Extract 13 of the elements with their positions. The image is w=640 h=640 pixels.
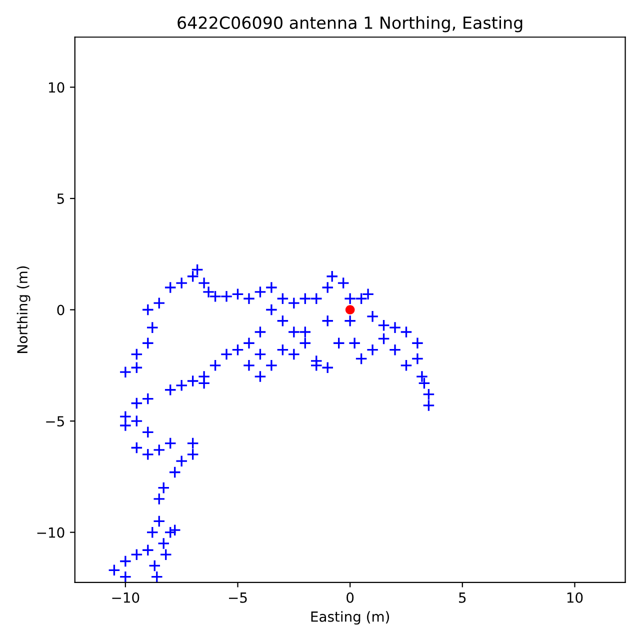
chart-title: 6422C06090 antenna 1 Northing, Easting (178, 16, 522, 32)
x-tick-label: 0 (346, 592, 354, 603)
y-tick-label: −5 (46, 416, 64, 427)
y-axis-title: Northing (m) (16, 266, 30, 353)
y-tick-label: 5 (57, 194, 64, 204)
x-tick-label: −5 (228, 592, 247, 603)
y-tick-label: −10 (37, 527, 64, 538)
y-tick-label: 0 (57, 304, 64, 316)
x-tick-label: 10 (567, 592, 583, 603)
x-tick-label: −10 (112, 592, 140, 603)
x-tick-label: 5 (459, 592, 466, 603)
x-axis-title: Easting (m) (311, 611, 389, 625)
y-tick-label: 10 (49, 82, 64, 93)
